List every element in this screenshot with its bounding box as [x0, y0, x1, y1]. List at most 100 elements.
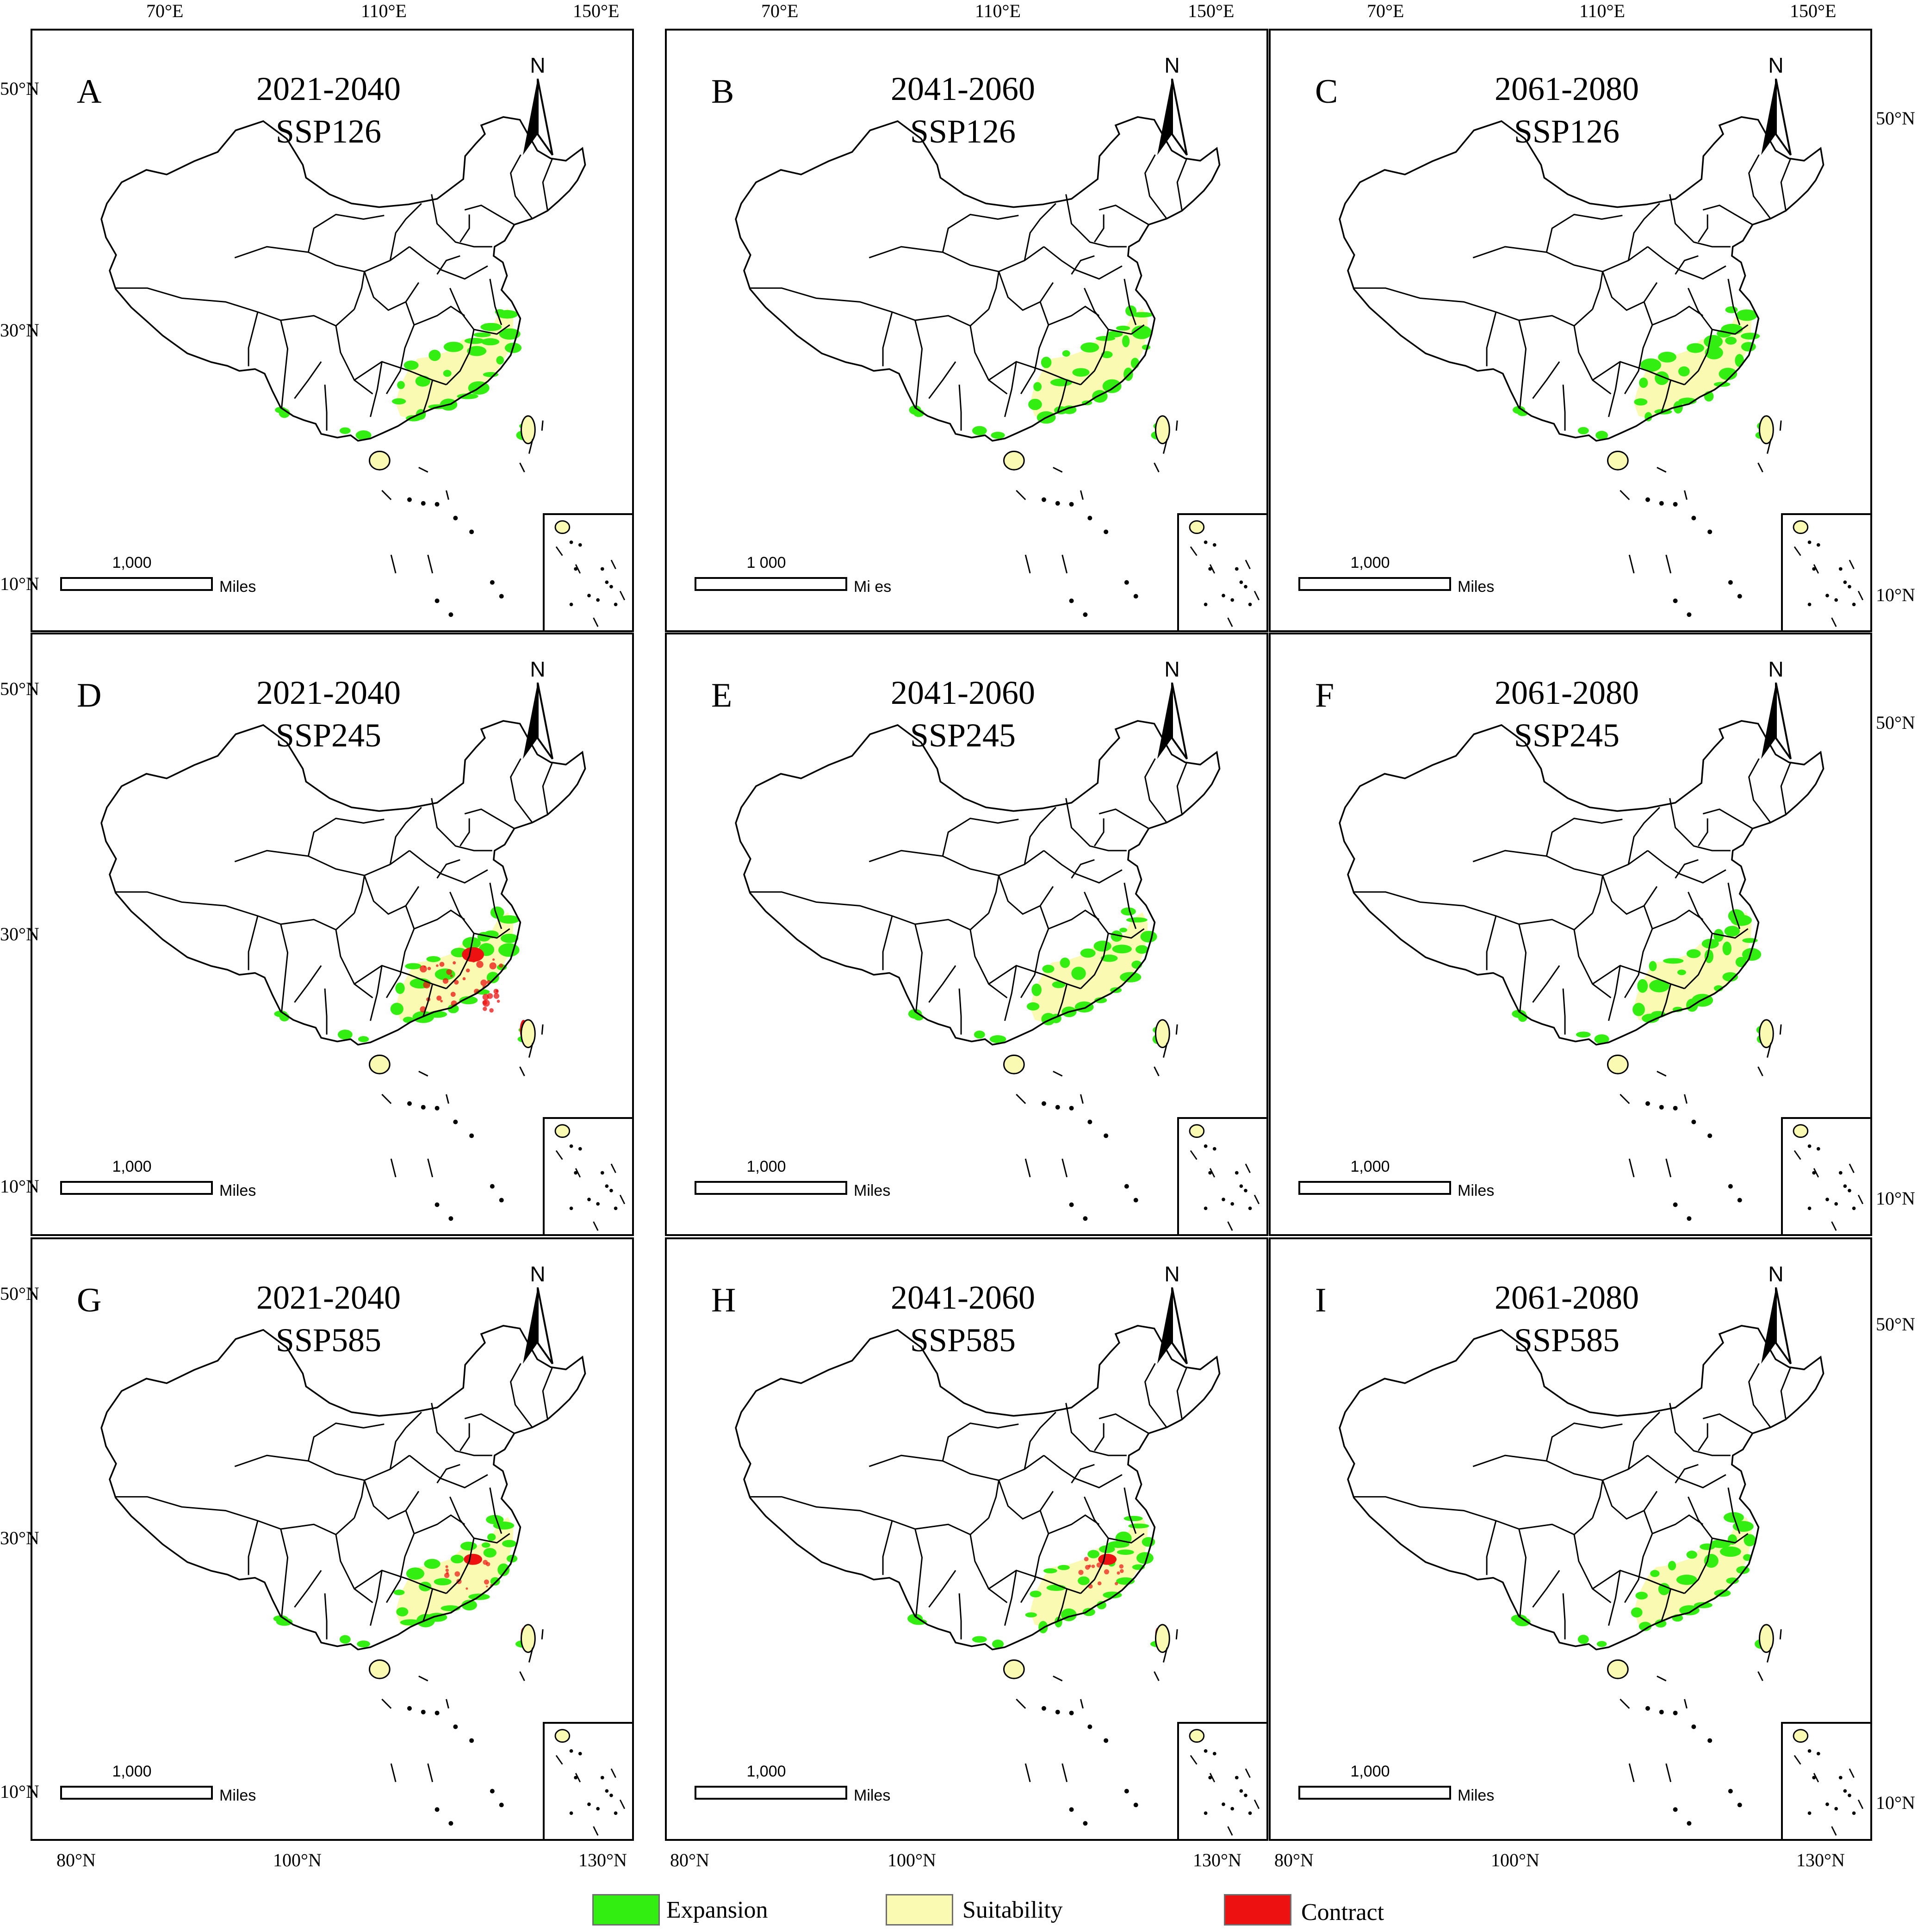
sea-boundary-dash — [1684, 1094, 1688, 1104]
province-boundary — [1080, 1538, 1109, 1594]
hainan-island — [369, 450, 391, 471]
province-boundary — [1669, 1403, 1731, 1456]
map-panel-e: E 2041-2060 SSP245 N 1,000 Miles — [665, 633, 1268, 1236]
island-dot — [421, 501, 426, 506]
panel-scenario: SSP245 — [1514, 717, 1620, 754]
sea-boundary-dash — [1779, 420, 1782, 431]
province-boundary — [354, 360, 447, 385]
province-boundary — [414, 305, 465, 326]
island-dot — [1645, 497, 1650, 502]
island-dot — [1104, 1738, 1109, 1743]
province-boundary — [422, 1588, 434, 1621]
province-boundary — [280, 1528, 289, 1617]
island-dot — [1083, 1216, 1088, 1221]
island-dot — [434, 1807, 440, 1812]
sea-boundary-dash — [1154, 462, 1160, 472]
taiwan-island — [520, 415, 536, 444]
island-dot — [1673, 1710, 1678, 1715]
province-boundary — [1675, 1464, 1699, 1484]
province-boundary — [1652, 909, 1704, 930]
sea-boundary-dash — [1175, 420, 1178, 431]
scale-bar — [60, 577, 213, 591]
island-dot — [1104, 529, 1109, 534]
province-boundary — [942, 817, 1019, 857]
island-dot — [453, 1119, 458, 1124]
island-dot — [1673, 502, 1678, 507]
scale-bar-value: 1,000 — [746, 1763, 786, 1780]
hainan-island — [1003, 450, 1025, 471]
country-outline — [735, 1325, 1221, 1651]
sea-boundary-dash — [541, 420, 544, 431]
province-boundary — [958, 385, 962, 431]
axis-tick-label: 10°N — [1876, 1188, 1915, 1209]
province-boundary — [459, 1423, 470, 1452]
hainan-island — [1607, 450, 1629, 471]
province-boundary — [1020, 905, 1049, 998]
province-boundary — [385, 301, 415, 394]
province-boundary — [294, 1570, 322, 1608]
axis-tick-label: 110°E — [1579, 0, 1625, 21]
province-boundary — [1144, 1363, 1167, 1428]
province-boundary — [436, 1464, 460, 1484]
province-boundary — [248, 915, 259, 970]
province-boundary — [294, 361, 322, 399]
province-boundary — [364, 271, 420, 311]
province-boundary — [1532, 965, 1560, 1003]
province-boundary — [1562, 988, 1566, 1035]
province-boundary — [1071, 255, 1095, 275]
province-boundary — [1098, 808, 1149, 829]
sea-boundary-dash — [418, 466, 428, 473]
south-china-sea-inset — [1177, 513, 1266, 630]
province-boundary — [1532, 1570, 1560, 1608]
sea-boundary-dash — [1665, 1763, 1672, 1783]
panel-title: 2041-2060 SSP245 — [866, 671, 1060, 757]
panel-title: 2021-2040 SSP585 — [231, 1276, 426, 1361]
province-boundary — [422, 983, 434, 1017]
province-boundary — [1532, 361, 1560, 399]
axis-tick-label: 100°N — [1491, 1850, 1539, 1870]
sea-boundary-dash — [390, 1158, 397, 1178]
sea-boundary-dash — [1024, 554, 1031, 574]
sea-boundary-dash — [390, 554, 397, 574]
sea-boundary-dash — [1620, 490, 1630, 500]
panel-period: 2021-2040 — [256, 1279, 401, 1316]
province-boundary — [915, 1517, 989, 1535]
province-boundary — [431, 798, 492, 851]
province-boundary — [1518, 924, 1527, 1012]
province-boundary — [969, 929, 1008, 999]
sea-boundary-dash — [519, 1671, 525, 1681]
north-label: N — [1164, 53, 1180, 77]
province-boundary — [280, 309, 355, 327]
axis-tick-label: 10°N — [0, 1176, 39, 1197]
province-boundary — [1043, 850, 1123, 884]
province-boundary — [1123, 279, 1137, 325]
province-boundary — [1519, 1517, 1593, 1535]
province-boundary — [449, 1496, 510, 1544]
island-dot — [1737, 1802, 1742, 1808]
province-boundary — [928, 361, 956, 399]
island-dot — [407, 497, 412, 502]
panel-scenario: SSP245 — [275, 717, 382, 754]
island-dot — [1673, 598, 1678, 603]
axis-tick-label: 110°E — [975, 0, 1021, 21]
legend-swatch-contract — [1224, 1894, 1291, 1926]
province-boundary — [446, 933, 475, 989]
province-boundary — [115, 891, 281, 925]
axis-tick-label: 150°E — [1188, 0, 1235, 21]
province-boundary — [1080, 329, 1109, 385]
scale-bar — [695, 577, 847, 591]
south-china-sea-inset — [1781, 1117, 1870, 1234]
province-boundary — [1144, 758, 1167, 823]
province-boundary — [1573, 1534, 1612, 1603]
china-map — [100, 116, 586, 617]
province-boundary — [1748, 758, 1771, 823]
province-boundary — [446, 1538, 475, 1594]
province-boundary — [1353, 891, 1520, 925]
island-dot — [490, 1789, 495, 1794]
province-boundary — [914, 320, 923, 408]
island-dot — [499, 594, 504, 599]
inset-map — [1189, 1124, 1260, 1231]
province-boundary — [1048, 909, 1100, 930]
panel-period: 2041-2060 — [891, 1279, 1035, 1316]
province-boundary — [542, 763, 553, 814]
